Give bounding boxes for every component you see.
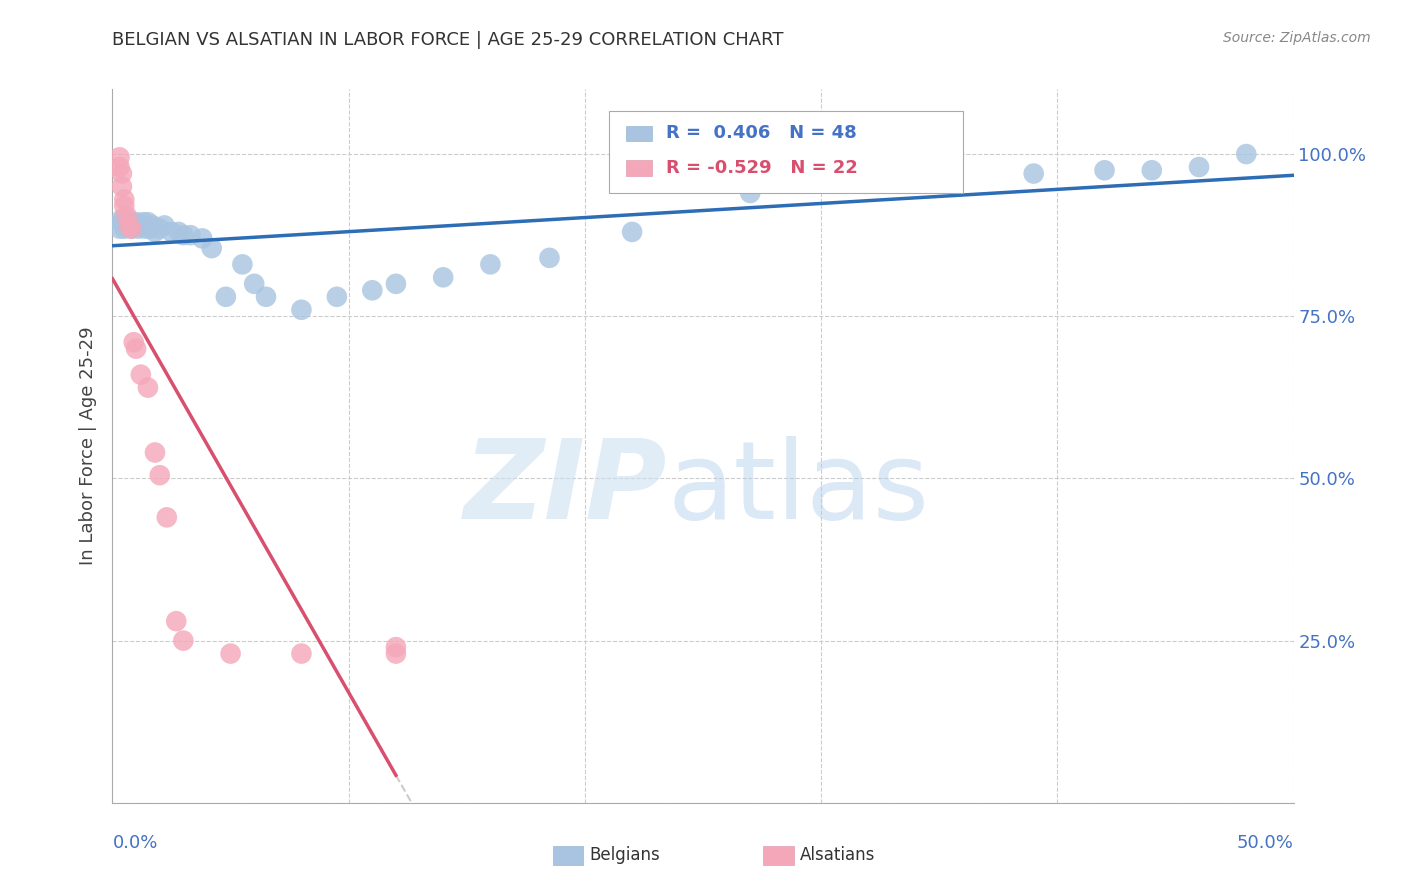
Point — [167, 225, 190, 239]
Point — [125, 215, 148, 229]
Point — [179, 228, 201, 243]
Point — [243, 277, 266, 291]
Point — [129, 219, 152, 233]
Point — [115, 219, 138, 233]
Text: R =  0.406   N = 48: R = 0.406 N = 48 — [666, 125, 858, 143]
Text: Alsatians: Alsatians — [800, 847, 876, 864]
Point — [254, 290, 277, 304]
Point — [122, 335, 145, 350]
Point — [215, 290, 238, 304]
Point — [112, 211, 135, 226]
Point — [290, 302, 312, 317]
Point — [165, 614, 187, 628]
Point — [108, 150, 131, 164]
Point — [108, 221, 131, 235]
Point — [142, 219, 165, 233]
Point — [326, 290, 349, 304]
Point — [201, 241, 224, 255]
Point — [149, 221, 172, 235]
Point — [153, 219, 176, 233]
FancyBboxPatch shape — [609, 111, 963, 193]
Text: 0.0%: 0.0% — [112, 834, 157, 852]
Point — [231, 257, 253, 271]
Point — [129, 368, 152, 382]
Point — [120, 215, 142, 229]
Point — [122, 219, 145, 233]
Text: Source: ZipAtlas.com: Source: ZipAtlas.com — [1223, 31, 1371, 45]
Point — [1140, 163, 1163, 178]
Point — [1022, 167, 1045, 181]
Point — [538, 251, 561, 265]
Point — [111, 215, 134, 229]
Point — [939, 167, 962, 181]
Text: atlas: atlas — [668, 436, 929, 541]
Point — [120, 221, 142, 235]
Point — [191, 231, 214, 245]
Point — [172, 228, 194, 243]
Point — [120, 221, 142, 235]
Point — [143, 445, 166, 459]
Point — [290, 647, 312, 661]
Point — [112, 193, 135, 207]
Text: 50.0%: 50.0% — [1237, 834, 1294, 852]
Point — [479, 257, 502, 271]
Point — [432, 270, 454, 285]
Text: ZIP: ZIP — [464, 435, 668, 542]
Point — [118, 215, 141, 229]
Point — [136, 215, 159, 229]
Point — [125, 342, 148, 356]
Point — [834, 173, 856, 187]
Point — [1188, 160, 1211, 174]
FancyBboxPatch shape — [626, 126, 652, 141]
Y-axis label: In Labor Force | Age 25-29: In Labor Force | Age 25-29 — [79, 326, 97, 566]
Point — [111, 179, 134, 194]
Point — [1234, 147, 1257, 161]
Point — [160, 225, 183, 239]
Point — [219, 647, 242, 661]
Point — [127, 221, 149, 235]
Point — [385, 647, 408, 661]
Text: BELGIAN VS ALSATIAN IN LABOR FORCE | AGE 25-29 CORRELATION CHART: BELGIAN VS ALSATIAN IN LABOR FORCE | AGE… — [112, 31, 785, 49]
Point — [139, 221, 162, 235]
Point — [621, 225, 644, 239]
Point — [112, 199, 135, 213]
Point — [111, 167, 134, 181]
Text: R = -0.529   N = 22: R = -0.529 N = 22 — [666, 159, 858, 177]
Point — [156, 510, 179, 524]
Point — [385, 640, 408, 654]
Point — [385, 277, 408, 291]
Point — [115, 211, 138, 226]
Point — [143, 225, 166, 239]
Point — [740, 186, 762, 200]
Text: Belgians: Belgians — [589, 847, 659, 864]
FancyBboxPatch shape — [626, 160, 652, 176]
Point — [136, 381, 159, 395]
Point — [108, 160, 131, 174]
Point — [132, 215, 155, 229]
Point — [149, 468, 172, 483]
Point — [112, 221, 135, 235]
Point — [135, 221, 157, 235]
Point — [361, 283, 384, 297]
Point — [1094, 163, 1116, 178]
Point — [115, 209, 138, 223]
Point — [118, 219, 141, 233]
Point — [172, 633, 194, 648]
Point — [111, 211, 134, 226]
